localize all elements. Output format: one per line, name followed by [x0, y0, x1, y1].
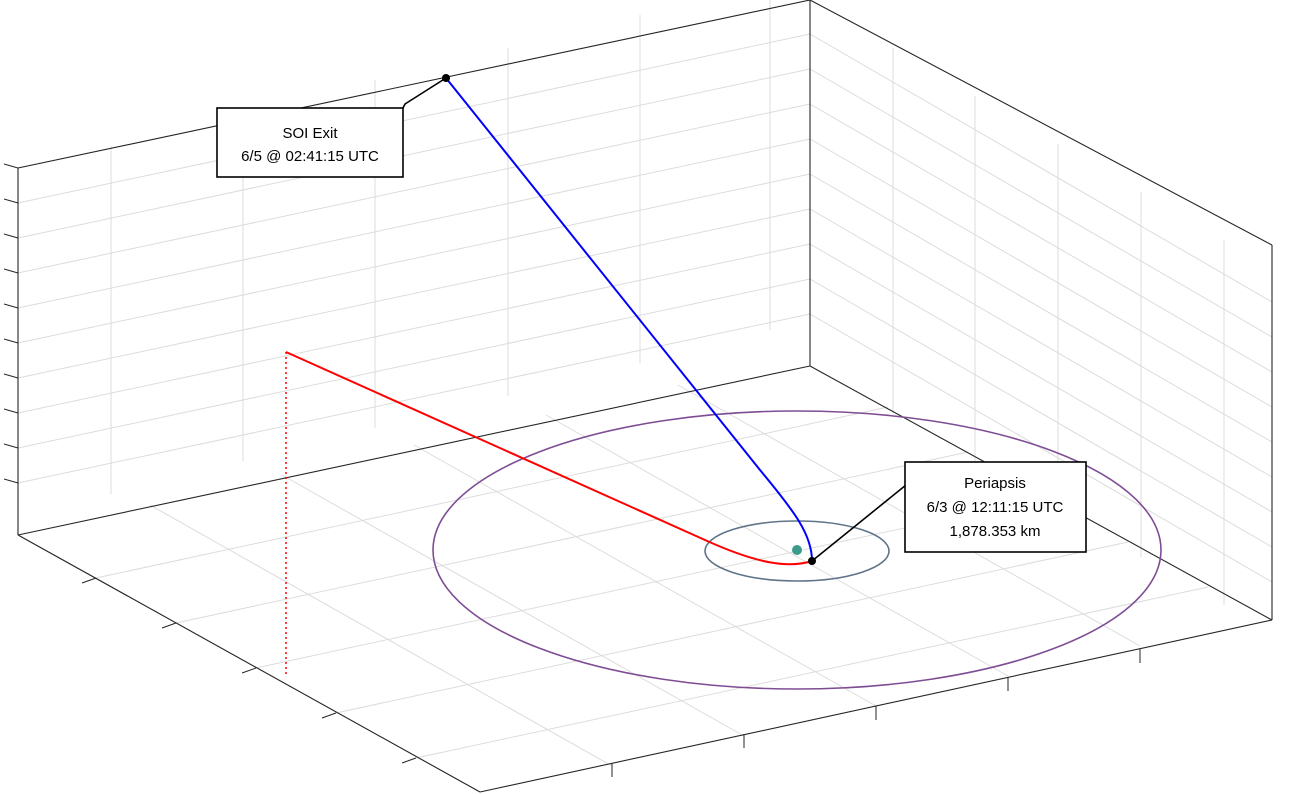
periapsis-annotation: Periapsis 6/3 @ 12:11:15 UTC 1,878.353 k… — [904, 461, 1087, 553]
periapsis-title: Periapsis — [964, 475, 1026, 492]
central-body — [792, 545, 802, 555]
soi-exit-annotation: SOI Exit 6/5 @ 02:41:15 UTC — [216, 107, 404, 178]
soi-exit-time: 6/5 @ 02:41:15 UTC — [241, 148, 379, 165]
soi-exit-leader — [402, 77, 447, 109]
outer-orbit — [432, 410, 1162, 690]
soi-exit-title: SOI Exit — [282, 125, 338, 142]
periapsis-leader — [811, 484, 907, 562]
departure-trajectory — [445, 77, 813, 562]
plot-grid — [17, 0, 1273, 793]
axes-box — [17, 0, 1273, 793]
periapsis-time: 6/3 @ 12:11:15 UTC — [927, 499, 1064, 516]
arrival-trajectory — [285, 351, 813, 566]
axis-ticks — [3, 163, 1141, 777]
periapsis-altitude: 1,878.353 km — [950, 523, 1041, 540]
inner-orbit — [704, 520, 890, 582]
